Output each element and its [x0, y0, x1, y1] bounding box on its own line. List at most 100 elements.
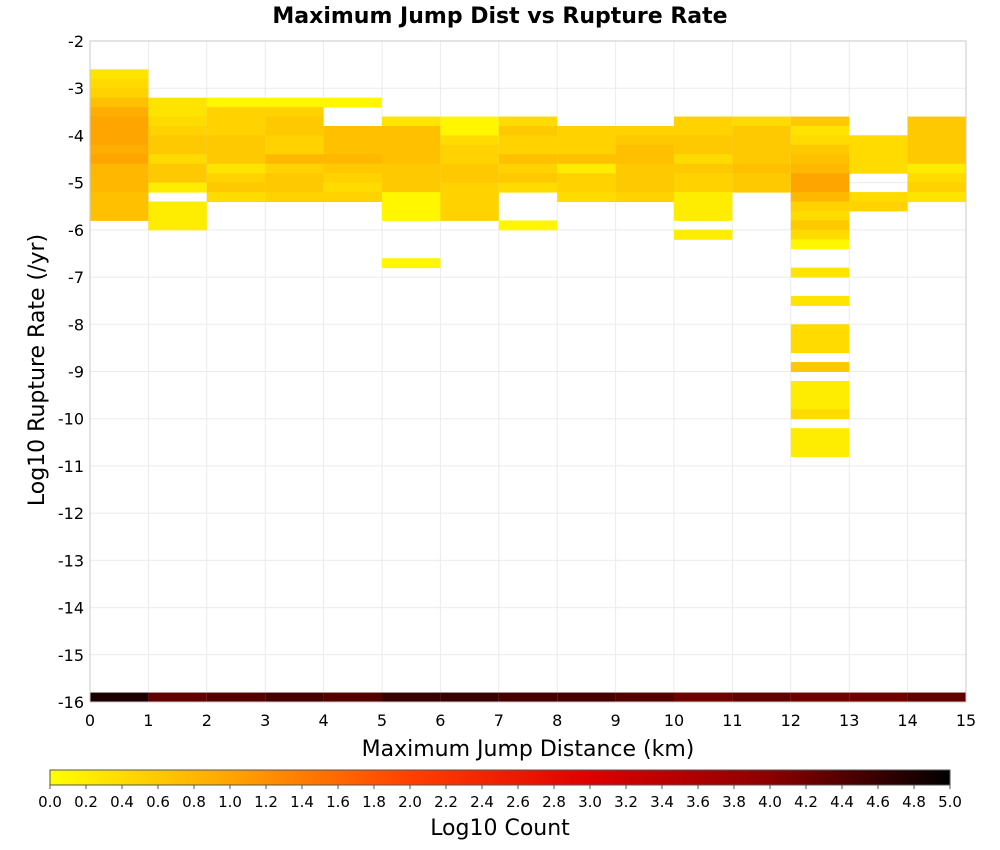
- heatmap-cell: [148, 220, 207, 231]
- heatmap-cell: [790, 210, 850, 221]
- heatmap-cell: [674, 192, 733, 203]
- heatmap-cell: [557, 125, 616, 136]
- colorbar-tick-label: 4.6: [866, 793, 890, 811]
- heatmap-cell: [498, 154, 558, 165]
- y-tick-label: -6: [68, 221, 84, 240]
- y-tick-label: -9: [68, 363, 84, 382]
- heatmap-cell: [382, 144, 441, 155]
- heatmap-cell: [790, 154, 850, 165]
- heatmap-cell: [732, 182, 791, 193]
- heatmap-cell: [790, 182, 850, 193]
- colorbar-tick-label: 1.4: [290, 793, 314, 811]
- heatmap-cell: [849, 163, 908, 174]
- heatmap-cell: [498, 116, 558, 127]
- heatmap-cell: [907, 135, 966, 146]
- heatmap-cell: [790, 201, 850, 212]
- heatmap-cell: [323, 163, 382, 174]
- heatmap-cell: [557, 154, 616, 165]
- heatmap-cell: [206, 692, 266, 703]
- heatmap-cell: [148, 125, 207, 136]
- heatmap-cell: [557, 135, 616, 146]
- heatmap-cell: [323, 144, 382, 155]
- colorbar-tick-label: 0.6: [146, 793, 170, 811]
- heatmap-cell: [907, 116, 966, 127]
- x-axis-label: Maximum Jump Distance (km): [362, 737, 695, 762]
- heatmap-cell: [206, 125, 266, 136]
- heatmap-cell: [323, 135, 382, 146]
- heatmap-cell: [148, 154, 207, 165]
- colorbar-tick-label: 1.8: [362, 793, 386, 811]
- heatmap-cell: [90, 144, 149, 155]
- heatmap-cell: [148, 163, 207, 174]
- heatmap-cell: [265, 692, 324, 703]
- heatmap-cell: [674, 229, 733, 240]
- heatmap-cell: [382, 154, 441, 165]
- colorbar-tick-label: 2.6: [506, 793, 530, 811]
- heatmap-cell: [265, 163, 324, 174]
- heatmap-cell: [907, 125, 966, 136]
- heatmap-cell: [732, 154, 791, 165]
- heatmap-cell: [557, 163, 616, 174]
- colorbar-tick-label: 2.4: [470, 793, 494, 811]
- heatmap-cell: [382, 201, 441, 212]
- x-tick-label: 7: [494, 711, 504, 730]
- y-tick-label: -13: [58, 551, 84, 570]
- heatmap-cell: [206, 116, 266, 127]
- colorbar-tick-label: 2.2: [434, 793, 458, 811]
- y-tick-label: -8: [68, 315, 84, 334]
- heatmap-cell: [615, 135, 674, 146]
- heatmap-cell: [849, 144, 908, 155]
- heatmap-cell: [615, 173, 674, 184]
- y-tick-label: -14: [58, 599, 84, 618]
- heatmap-cell: [148, 182, 207, 193]
- colorbar-tick-label: 4.8: [902, 793, 926, 811]
- heatmap-cell: [148, 173, 207, 184]
- heatmap-cell: [849, 154, 908, 165]
- heatmap-cell: [265, 173, 324, 184]
- heatmap-cell: [674, 173, 733, 184]
- x-tick-label: 11: [722, 711, 742, 730]
- colorbar-tick-label: 3.0: [578, 793, 602, 811]
- x-tick-label: 9: [611, 711, 621, 730]
- x-tick-label: 12: [781, 711, 801, 730]
- colorbar-tick-label: 3.2: [614, 793, 638, 811]
- heatmap-cell: [323, 692, 382, 703]
- heatmap-cell: [90, 78, 149, 89]
- y-axis-ticks: -2 -3 -4 -5 -6 -7 -8 -9 -10 -11 -12 -13 -14 -15 -16: [58, 32, 84, 712]
- heatmap-cell: [265, 144, 324, 155]
- heatmap-cell: [440, 192, 499, 203]
- plot-area: [89, 40, 967, 703]
- heatmap-cell: [615, 192, 674, 203]
- heatmap-cell: [790, 324, 850, 335]
- y-tick-label: -12: [58, 504, 84, 523]
- heatmap-cell: [265, 182, 324, 193]
- x-tick-label: 6: [435, 711, 445, 730]
- x-tick-label: 8: [552, 711, 562, 730]
- heatmap-cell: [907, 163, 966, 174]
- heatmap-cell: [790, 380, 850, 391]
- colorbar-tick-label: 2.8: [542, 793, 566, 811]
- x-tick-label: 0: [85, 711, 95, 730]
- heatmap-cell: [790, 447, 850, 457]
- heatmap-cell: [323, 182, 382, 193]
- heatmap-cell: [382, 692, 441, 703]
- colorbar-tick-label: 4.2: [794, 793, 818, 811]
- plot-border: [89, 40, 967, 703]
- heatmap-cell: [790, 163, 850, 174]
- heatmap-cell: [323, 154, 382, 165]
- colorbar-label: Log10 Count: [430, 816, 570, 841]
- heatmap-cell: [790, 692, 850, 703]
- heatmap-cell: [440, 210, 499, 221]
- heatmap-cell: [907, 692, 966, 703]
- heatmap-cell: [148, 692, 207, 703]
- heatmap-cell: [790, 173, 850, 184]
- x-tick-label: 15: [956, 711, 976, 730]
- heatmap-cell: [90, 192, 149, 203]
- heatmap-cell: [265, 192, 324, 203]
- y-tick-label: -15: [58, 646, 84, 665]
- heatmap-cell: [206, 154, 266, 165]
- x-tick-label: 1: [143, 711, 153, 730]
- heatmap-cell: [732, 144, 791, 155]
- y-tick-label: -2: [68, 32, 84, 51]
